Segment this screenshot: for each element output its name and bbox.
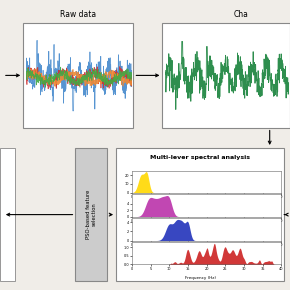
Text: Cha: Cha [233, 10, 248, 19]
FancyBboxPatch shape [0, 148, 14, 281]
FancyBboxPatch shape [162, 23, 290, 128]
FancyBboxPatch shape [116, 148, 284, 281]
Text: Raw data: Raw data [60, 10, 96, 19]
FancyBboxPatch shape [75, 148, 107, 281]
Text: Frequency (Hz): Frequency (Hz) [185, 276, 215, 280]
FancyBboxPatch shape [23, 23, 133, 128]
Text: Multi-lever spectral analysis: Multi-lever spectral analysis [150, 155, 250, 160]
Text: PSO-based feature
selection: PSO-based feature selection [86, 190, 97, 239]
